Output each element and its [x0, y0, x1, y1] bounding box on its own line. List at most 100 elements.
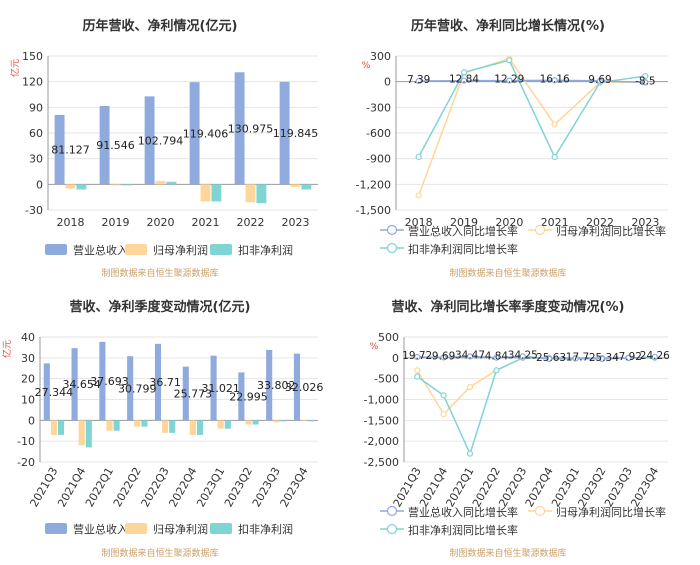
x-tick-label: 2018 — [405, 216, 433, 229]
y-tick-label: 10 — [21, 394, 35, 407]
x-tick-label: 2019 — [102, 216, 130, 229]
line-point — [642, 79, 649, 86]
y-tick-label: 20 — [21, 373, 35, 386]
y-tick-label: 0 — [36, 178, 43, 191]
bar-revenue — [127, 356, 134, 421]
bar-revenue — [234, 72, 245, 185]
bar-net-profit — [217, 420, 224, 429]
legend-label: 归母净利润 — [153, 522, 208, 536]
line-data-label: -17.7 — [562, 352, 589, 364]
y-tick-label: 0 — [392, 352, 399, 365]
x-tick-label: 2022 — [237, 216, 265, 229]
y-tick-label: 150 — [22, 50, 43, 63]
bar-revenue — [54, 114, 65, 185]
line-point — [415, 192, 422, 199]
x-tick-label: 2020 — [147, 216, 175, 229]
legend-label: 归母净利润同比增长率 — [556, 505, 666, 519]
line-data-label: 7.39 — [407, 74, 430, 86]
bar-deducted-profit — [252, 420, 259, 425]
line-point — [440, 392, 447, 399]
line-point — [460, 69, 468, 76]
y-tick-label: 30 — [21, 352, 35, 365]
bar-net-profit — [78, 420, 85, 446]
y-tick-label: -1,000 — [364, 394, 399, 407]
line-data-label: -25.63 — [532, 352, 566, 364]
bar-deducted-profit — [76, 184, 87, 190]
bar-deducted-profit — [308, 420, 315, 422]
bar-revenue — [266, 349, 273, 421]
legend-marker — [386, 523, 398, 535]
y-tick-label: 120 — [22, 76, 43, 89]
chart-panel-annual-amounts: 历年营收、净利情况(亿元) 亿元 -30 0 30 60 90 120 150 2018 2019 2… — [9, 18, 318, 279]
legend-marker — [386, 242, 398, 254]
x-tick-label: 2018 — [57, 216, 85, 229]
line-data-label: 34.47 — [455, 349, 485, 361]
bar-net-profit — [245, 184, 256, 203]
line-point — [596, 77, 604, 84]
chart-panel-quarterly-amounts: 营收、净利季度变动情况(亿元)亿元-20-100102030402021Q320… — [1, 299, 323, 559]
bar-data-label: 22.995 — [229, 390, 268, 403]
line-net-profit-growth — [416, 357, 655, 416]
y-tick-label: -10 — [17, 435, 35, 448]
bar-data-label: 91.546 — [96, 139, 135, 152]
bar-data-label: 25.773 — [174, 387, 213, 400]
chart-panel-quarterly-growth: 营收、净利同比增长率季度变动情况(%)% -2,500 -2,000 -1,500 -1… — [364, 299, 671, 559]
line-point — [466, 353, 474, 360]
bar-data-label: 27.344 — [35, 386, 74, 399]
bar-data-label: 119.406 — [183, 127, 229, 140]
line-data-label: -25.34 — [585, 352, 619, 364]
chart-title: 历年营收、净利情况(亿元) — [83, 18, 238, 34]
y-tick-label: -900 — [366, 153, 391, 166]
line-data-label: 12.29 — [494, 74, 524, 86]
line-point — [415, 153, 422, 161]
line-data-label: 24.26 — [640, 350, 670, 362]
legend-marker — [386, 224, 398, 236]
bar-data-label: 33.802 — [257, 379, 296, 392]
y-axis-unit: % — [370, 342, 379, 352]
line-point — [414, 367, 421, 374]
legend-marker — [534, 505, 546, 517]
bar-net-profit — [189, 420, 196, 435]
bar-deducted-profit — [224, 420, 231, 429]
bar-deducted-profit — [211, 184, 222, 202]
line-point — [440, 410, 447, 418]
line-point — [466, 450, 474, 457]
line-data-label: 34.25 — [508, 349, 538, 361]
bar-revenue — [71, 348, 78, 421]
chart-title: 营收、净利同比增长率季度变动情况(%) — [392, 299, 625, 315]
bar-revenue — [99, 341, 106, 421]
y-tick-label: -1,500 — [364, 414, 399, 427]
bar-revenue — [279, 81, 290, 185]
bar-net-profit — [200, 184, 211, 202]
line-point — [551, 121, 558, 128]
bar-deducted-profit — [113, 420, 120, 431]
line-point — [546, 355, 553, 363]
y-tick-label: 0 — [384, 76, 391, 89]
y-tick-label: -20 — [17, 456, 35, 469]
y-tick-label: -1,200 — [356, 178, 391, 191]
line-point — [598, 355, 606, 362]
x-tick-label: 2023 — [631, 216, 659, 229]
y-tick-label: -2,000 — [364, 435, 399, 448]
y-tick-label: -2,500 — [364, 456, 399, 469]
legend-swatch — [125, 523, 147, 534]
line-point — [414, 353, 421, 361]
bar-data-label: 32.026 — [285, 381, 324, 394]
bar-deducted-profit — [301, 184, 312, 190]
y-axis-unit: % — [362, 61, 371, 71]
bar-deducted-profit — [196, 420, 204, 435]
line-point — [572, 355, 579, 362]
line-point — [551, 77, 558, 84]
line-point — [506, 57, 513, 64]
legend-swatch — [45, 244, 67, 255]
y-tick-label: 30 — [29, 153, 43, 166]
line-point — [414, 373, 421, 380]
line-deducted-profit-growth — [416, 357, 655, 456]
chart-title: 历年营收、净利同比增长情况(%) — [411, 18, 605, 34]
legend-label: 营业总收入 — [73, 243, 128, 257]
y-tick-label: -30 — [25, 204, 43, 217]
legend-label: 扣非净利润 — [238, 522, 293, 536]
bar-data-label: 30.799 — [118, 382, 157, 395]
